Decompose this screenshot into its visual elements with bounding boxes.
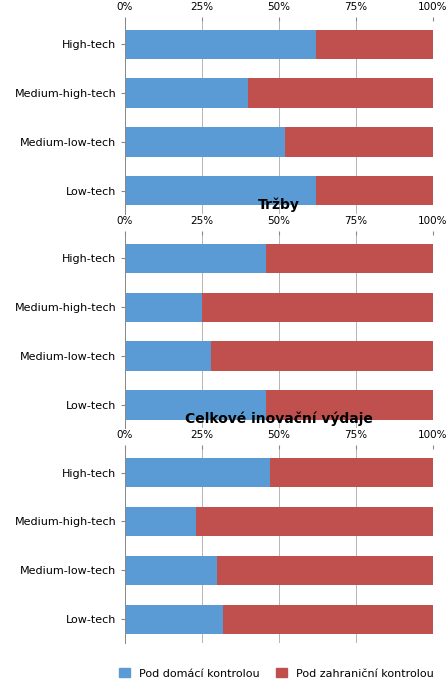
Bar <box>125 78 248 108</box>
Bar <box>316 176 433 205</box>
Bar <box>211 341 433 371</box>
Bar <box>248 78 433 108</box>
Title: Tržby: Tržby <box>258 198 300 212</box>
Bar <box>266 390 433 419</box>
Bar <box>125 244 266 273</box>
Bar <box>125 605 223 634</box>
Bar <box>125 458 269 487</box>
Bar <box>196 507 433 536</box>
Bar <box>266 244 433 273</box>
Bar <box>125 292 202 322</box>
Bar <box>125 507 196 536</box>
Bar <box>269 458 433 487</box>
Bar <box>223 605 433 634</box>
Legend: Pod domácí kontrolou, Pod zahraniční kontrolou: Pod domácí kontrolou, Pod zahraniční kon… <box>116 665 438 682</box>
Bar <box>125 30 316 59</box>
Bar <box>125 176 316 205</box>
Bar <box>125 390 266 419</box>
Bar <box>202 292 433 322</box>
Bar <box>285 127 433 157</box>
Bar <box>125 127 285 157</box>
Bar <box>125 341 211 371</box>
Title: Celkové inovační výdaje: Celkové inovační výdaje <box>185 412 373 426</box>
Bar <box>217 556 433 585</box>
Bar <box>125 556 217 585</box>
Bar <box>316 30 433 59</box>
